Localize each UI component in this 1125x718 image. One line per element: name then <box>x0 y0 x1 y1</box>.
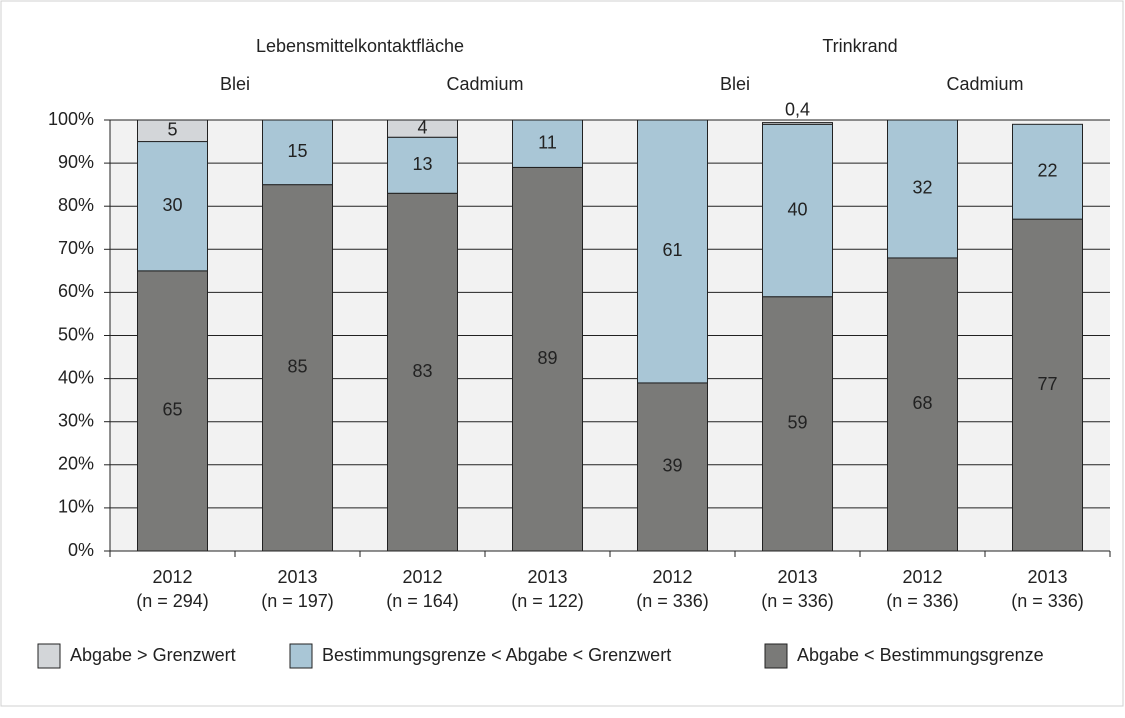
value-label: 85 <box>287 357 307 377</box>
value-label: 22 <box>1037 160 1057 180</box>
y-tick-label: 70% <box>58 238 94 258</box>
bar-segment <box>637 382 708 552</box>
bar-segment <box>512 166 583 552</box>
value-label: 40 <box>787 199 807 219</box>
subgroup-label: Cadmium <box>946 74 1023 94</box>
value-label: 5 <box>167 120 177 140</box>
x-tick-label: 2012 <box>402 567 442 587</box>
x-tick-label: 2012 <box>902 567 942 587</box>
x-tick-label: (n = 197) <box>261 591 334 611</box>
value-label: 15 <box>287 141 307 161</box>
value-label: 89 <box>537 348 557 368</box>
bar-segment <box>1012 218 1083 552</box>
y-tick-label: 100% <box>48 109 94 129</box>
y-tick-label: 90% <box>58 152 94 172</box>
bar-segment <box>762 122 833 125</box>
x-tick-label: (n = 164) <box>386 591 459 611</box>
bar-segment <box>762 123 833 298</box>
y-tick-label: 80% <box>58 195 94 215</box>
value-label: 13 <box>412 154 432 174</box>
bar-segment <box>137 141 208 272</box>
x-tick-label: (n = 336) <box>886 591 959 611</box>
x-tick-label: (n = 294) <box>136 591 209 611</box>
legend-label: Abgabe < Bestimmungsgrenze <box>797 645 1044 665</box>
bar-segment <box>887 257 958 552</box>
y-tick-label: 30% <box>58 410 94 430</box>
y-tick-label: 50% <box>58 324 94 344</box>
bar-segment <box>637 119 708 384</box>
x-tick-label: (n = 336) <box>636 591 709 611</box>
y-tick-label: 20% <box>58 454 94 474</box>
x-tick-label: 2013 <box>277 567 317 587</box>
value-label: 61 <box>662 240 682 260</box>
subgroup-label: Blei <box>720 74 750 94</box>
bar-segment <box>262 119 333 186</box>
legend-label: Bestimmungsgrenze < Abgabe < Grenzwert <box>322 645 671 665</box>
x-tick-label: 2012 <box>152 567 192 587</box>
subgroup-label: Cadmium <box>446 74 523 94</box>
bar-segment <box>137 119 208 143</box>
bar-segment <box>387 192 458 552</box>
y-tick-label: 10% <box>58 497 94 517</box>
value-label: 11 <box>538 132 557 152</box>
x-tick-label: 2013 <box>527 567 567 587</box>
bar-segment <box>512 119 583 168</box>
bar-segment <box>387 119 458 138</box>
x-tick-label: (n = 122) <box>511 591 584 611</box>
x-tick-label: 2013 <box>777 567 817 587</box>
value-label: 4 <box>417 117 427 137</box>
x-tick-label: (n = 336) <box>1011 591 1084 611</box>
legend-swatch <box>289 643 313 669</box>
bar-segment <box>1012 123 1083 220</box>
y-tick-label: 40% <box>58 367 94 387</box>
bar-segment <box>387 136 458 194</box>
bar-segment <box>262 184 333 552</box>
bar-segment <box>137 270 208 552</box>
x-tick-label: (n = 336) <box>761 591 834 611</box>
bar-segment <box>887 119 958 259</box>
y-tick-label: 60% <box>58 281 94 301</box>
group-label: Lebensmittelkontaktfläche <box>256 36 464 56</box>
x-tick-label: 2012 <box>652 567 692 587</box>
y-tick-label: 0% <box>68 540 94 560</box>
subgroup-label: Blei <box>220 74 250 94</box>
value-label: 39 <box>662 456 682 476</box>
legend-label: Abgabe > Grenzwert <box>70 645 236 665</box>
bar-segment <box>762 296 833 552</box>
value-label: 65 <box>162 400 182 420</box>
value-label: 30 <box>162 195 182 215</box>
legend-swatch <box>37 643 61 669</box>
value-label: 68 <box>912 393 932 413</box>
value-label: 0,4 <box>785 99 810 119</box>
value-label: 83 <box>412 361 432 381</box>
legend-swatch <box>764 643 788 669</box>
x-tick-label: 2013 <box>1027 567 1067 587</box>
value-label: 32 <box>912 178 932 198</box>
group-label: Trinkrand <box>822 36 897 56</box>
value-label: 77 <box>1037 374 1057 394</box>
value-label: 59 <box>787 413 807 433</box>
